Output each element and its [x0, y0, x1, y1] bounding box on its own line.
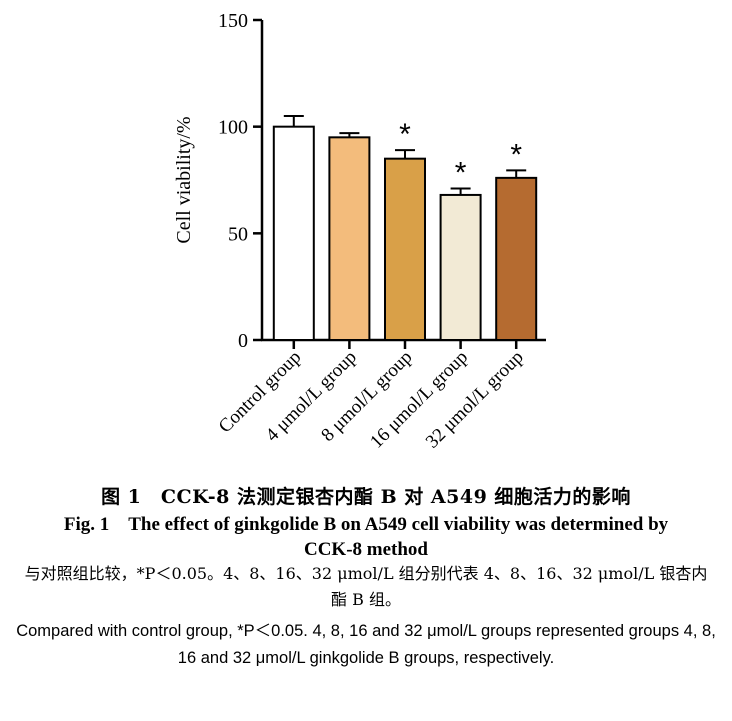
significance-marker: * [399, 118, 411, 151]
significance-marker: * [510, 138, 522, 171]
figure-caption-cn: 图 1 CCK-8 法测定银杏内酯 B 对 A549 细胞活力的影响 [101, 486, 631, 508]
bar [272, 125, 315, 341]
y-tick-label: 100 [218, 117, 248, 139]
bar [328, 136, 371, 341]
bar [439, 193, 482, 341]
chart-bars: * * * [272, 115, 538, 341]
bar [495, 176, 538, 341]
bar [384, 157, 426, 341]
figure-note-en: Compared with control group, *P＜0.05. 4,… [16, 622, 716, 667]
y-tick-label: 150 [218, 10, 248, 32]
y-tick-label: 0 [238, 330, 248, 352]
y-tick-label: 50 [228, 223, 248, 245]
y-axis-label: Cell viability/% [173, 116, 195, 243]
significance-marker: * [455, 157, 467, 190]
figure-note-cn: 与对照组比较，*P＜0.05。4、8、16、32 μmol/L 组分别代表 4、… [24, 564, 708, 609]
x-tick-label: 16 μmol/L group [366, 347, 472, 453]
figure-caption-en: Fig. 1 The effect of ginkgolide B on A54… [63, 514, 669, 560]
x-tick-label: 32 μmol/L group [422, 347, 528, 453]
